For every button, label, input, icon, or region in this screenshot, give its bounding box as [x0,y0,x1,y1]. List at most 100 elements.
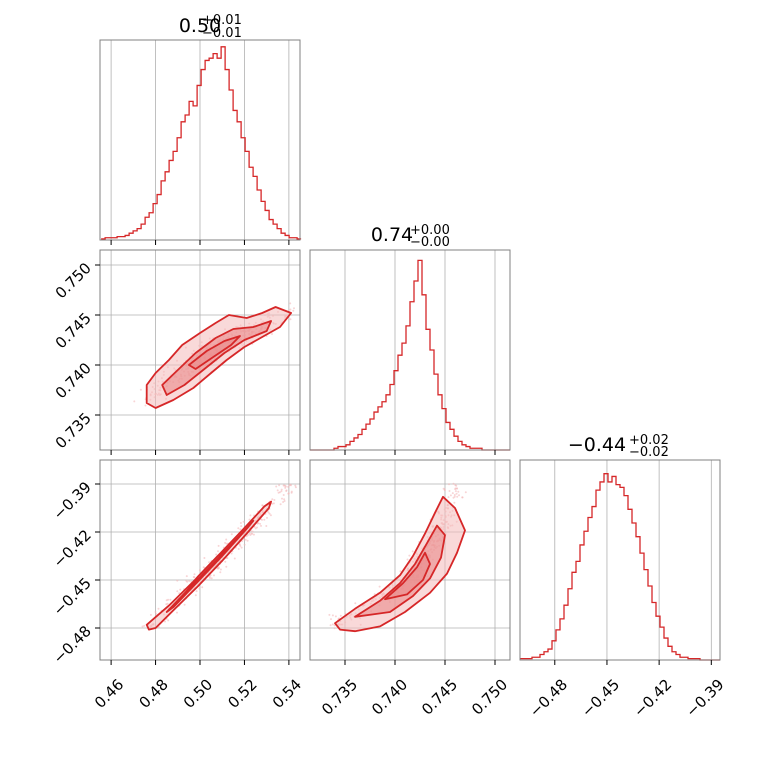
scatter-point [164,620,166,623]
scatter-point [239,528,242,531]
scatter-point [289,483,292,486]
scatter-point [287,485,290,488]
scatter-point [198,587,201,590]
contour-outer [334,495,466,633]
scatter-point [149,613,152,616]
scatter-point [411,550,414,553]
scatter-point [452,496,455,499]
x-ticks-hist-2 [344,450,496,455]
scatter-point [260,524,262,527]
x-tick-label-h2-3: −0.39 [682,676,727,721]
scatter-point [373,593,376,596]
scatter-point [165,603,168,606]
contour-inner [187,335,241,370]
scatter-point [280,488,283,491]
scatter-point [282,494,285,496]
grid-hist-2 [344,250,496,450]
contour-mid [161,320,273,396]
scatter-point [167,619,170,622]
scatter-point [195,590,198,593]
scatter-point [447,496,450,499]
scatter-point [247,534,249,536]
scatter-point [457,490,460,493]
x-tick-label-h2-2: −0.42 [630,676,675,721]
x-ticks-hist-1 [110,240,290,245]
scatter-point [143,624,146,627]
scatter-point [278,484,281,487]
scatter-point [178,592,181,595]
scatter-point [210,577,213,580]
histogram-param-2: 0.74 +0.00 −0.00 [309,223,511,455]
y-tick-label-s1-0: −0.48 [50,622,95,667]
contours-1-3 [145,500,273,631]
y-ticks-scatter-1-2: 0.735 0.740 0.745 0.750 [52,259,100,452]
scatter-point [217,550,219,553]
scatter-point [248,518,251,521]
scatter-point [244,538,247,541]
scatter-point [256,526,258,529]
scatter-point [265,525,268,527]
scatter-point [176,611,178,614]
scatter-point [188,580,191,582]
scatter-point [193,573,196,576]
y-tick-label-s0-3: 0.750 [52,259,95,302]
title-param-3: −0.44 [568,434,626,456]
histogram-line-1 [101,46,302,240]
scatter-point [333,627,336,630]
contour-inner [384,551,431,601]
scatter-point [294,484,297,487]
scatter-point [275,485,278,488]
scatter-point [448,483,450,486]
scatter-point [344,612,347,615]
scatter-point [328,613,331,616]
scatter-point [283,500,286,502]
title-param-1: 0.50 [179,15,221,37]
scatter-point [284,486,287,489]
title-param-3-lower: −0.02 [629,445,669,460]
y-tick-label-s1-3: −0.39 [50,478,95,523]
scatter-point [261,518,263,521]
scatter-point [217,567,220,570]
x-tick-label-s2-1: 0.740 [368,676,411,719]
scatter-point [289,308,292,311]
title-param-1-lower: −0.01 [202,26,242,41]
x-ticks-scatter-1-2 [110,450,290,455]
x-tick-label-s1-4: 0.54 [269,676,305,712]
scatter-point [251,530,254,533]
scatter-point [239,545,242,547]
scatter-point [185,579,188,582]
scatter-point [203,557,206,559]
scatter-point [217,544,220,547]
scatter-point [230,552,233,555]
scatter-point [289,318,292,321]
x-tick-label-s1-1: 0.48 [135,676,171,712]
scatter-point [183,603,186,606]
scatter-point [169,598,172,601]
scatter-point [240,546,243,549]
scatter-point [155,613,158,615]
scatter-point [249,534,252,536]
x-tick-label-s2-3: 0.750 [468,676,511,719]
panel-frame-hist-3 [519,459,721,661]
title-param-2-upper: +0.00 [410,223,450,238]
scatter-point [443,489,446,492]
scatter-point [453,494,456,496]
scatter-point [271,333,273,335]
x-tick-label-s1-3: 0.52 [224,676,260,712]
scatter-point [399,570,402,573]
scatter-point [456,495,459,498]
scatter-point [455,492,458,495]
y-tick-label-s0-2: 0.745 [52,309,95,352]
scatter-point [329,624,332,627]
scatter-point [281,497,283,500]
scatter-point [266,516,268,519]
x-ticks-scatter-1-3: 0.46 0.48 0.50 0.52 0.54 [91,660,305,712]
scatter-point [233,557,236,560]
scatter-point [408,554,411,557]
scatter-point [272,502,275,505]
scatter-point [454,490,457,493]
scatter-point [442,487,445,490]
scatter-point [454,488,457,491]
scatter-point [354,602,357,605]
y-tick-label-s1-2: −0.42 [50,526,95,571]
